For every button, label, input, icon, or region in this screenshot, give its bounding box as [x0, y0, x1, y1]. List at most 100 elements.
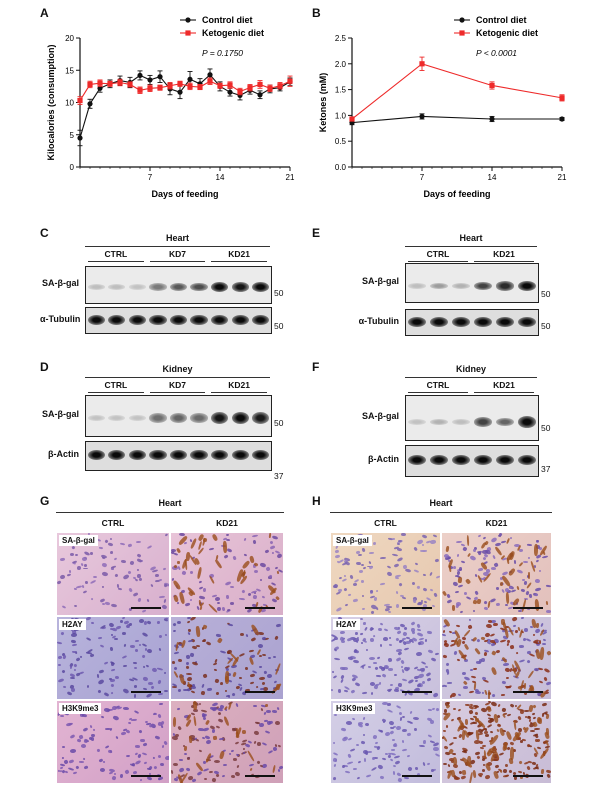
nucleus [259, 562, 267, 568]
nucleus [256, 760, 261, 764]
nucleus [422, 543, 425, 547]
nucleus [142, 676, 149, 682]
nucleus [191, 778, 196, 783]
nucleus [404, 568, 412, 573]
molecular-weight-marker: 50 [274, 321, 284, 331]
nucleus [344, 561, 351, 567]
stain-signal [463, 643, 469, 650]
nucleus [203, 777, 207, 780]
hist-h-title: Heart [429, 498, 453, 508]
nucleus [66, 573, 71, 577]
stain-signal [180, 639, 187, 648]
nucleus [78, 760, 85, 763]
nucleus [400, 659, 405, 665]
stain-signal [545, 713, 550, 720]
blot-group-line [474, 261, 534, 262]
nucleus [109, 647, 113, 652]
nucleus [219, 649, 227, 654]
nucleus [402, 748, 409, 752]
nucleus [368, 656, 375, 660]
nucleus [346, 720, 353, 725]
nucleus [452, 565, 456, 570]
stain-signal [241, 730, 247, 735]
nucleus [520, 739, 524, 743]
blot-band [473, 417, 493, 427]
nucleus [127, 721, 131, 725]
nucleus [513, 776, 517, 780]
nucleus [417, 673, 425, 679]
stain-signal [528, 571, 531, 579]
stain-signal [249, 656, 255, 665]
nucleus [523, 761, 529, 766]
nucleus [196, 770, 203, 776]
nucleus [506, 676, 510, 680]
nucleus [422, 762, 426, 767]
stain-signal [457, 576, 463, 583]
nucleus [90, 597, 94, 601]
nucleus [426, 630, 433, 635]
nucleus [379, 622, 384, 626]
nucleus [443, 745, 448, 750]
nucleus [178, 766, 185, 773]
blot-band [210, 449, 229, 461]
nucleus [206, 641, 213, 647]
blot-band [517, 454, 537, 466]
nucleus [241, 589, 246, 594]
chart-a: 0 5 10 15 20 7 14 21 Days of feeding Kilocalories… [46, 15, 295, 199]
nucleus [234, 741, 240, 746]
nucleus [495, 602, 501, 607]
panel-label-b: B [312, 6, 321, 20]
scale-bar [513, 691, 543, 693]
data-point [87, 101, 93, 107]
nucleus [442, 762, 447, 766]
nucleus [185, 601, 192, 607]
stain-signal [218, 750, 225, 759]
nucleus [231, 692, 236, 697]
nucleus [186, 756, 191, 760]
nucleus [271, 581, 277, 586]
nucleus [403, 776, 409, 780]
nucleus [478, 774, 482, 777]
molecular-weight-marker: 37 [274, 471, 284, 481]
nucleus [355, 561, 361, 566]
nucleus [244, 553, 248, 557]
nucleus [533, 633, 536, 636]
y-tick-label: 0 [70, 163, 75, 172]
stain-signal [502, 621, 508, 629]
nucleus [211, 729, 215, 733]
nucleus [434, 753, 440, 758]
nucleus [334, 713, 338, 716]
nucleus [59, 714, 64, 718]
nucleus [59, 574, 66, 580]
nucleus [206, 687, 212, 692]
stain-signal [546, 600, 550, 606]
nucleus [259, 764, 263, 767]
nucleus [75, 765, 80, 770]
nucleus [354, 578, 360, 583]
nucleus [127, 543, 132, 548]
nucleus [114, 637, 119, 641]
nucleus [496, 704, 501, 709]
nucleus [275, 623, 281, 628]
nucleus [115, 625, 123, 631]
nucleus [114, 773, 117, 776]
hist-row-label: SA-β-gal [333, 535, 372, 546]
data-point [137, 72, 143, 79]
stain-signal [211, 533, 219, 542]
nucleus [377, 628, 382, 632]
nucleus [129, 622, 133, 626]
data-point [77, 97, 83, 104]
nucleus [133, 693, 137, 698]
nucleus [428, 734, 433, 738]
nucleus [61, 745, 66, 748]
nucleus [524, 628, 529, 632]
nucleus [452, 752, 457, 756]
nucleus [485, 624, 492, 629]
series-line [79, 73, 291, 139]
nucleus [435, 652, 440, 656]
nucleus [235, 702, 240, 708]
stain-signal [516, 585, 520, 591]
nucleus [523, 580, 528, 585]
blot-band [407, 283, 427, 289]
nucleus [121, 631, 126, 635]
